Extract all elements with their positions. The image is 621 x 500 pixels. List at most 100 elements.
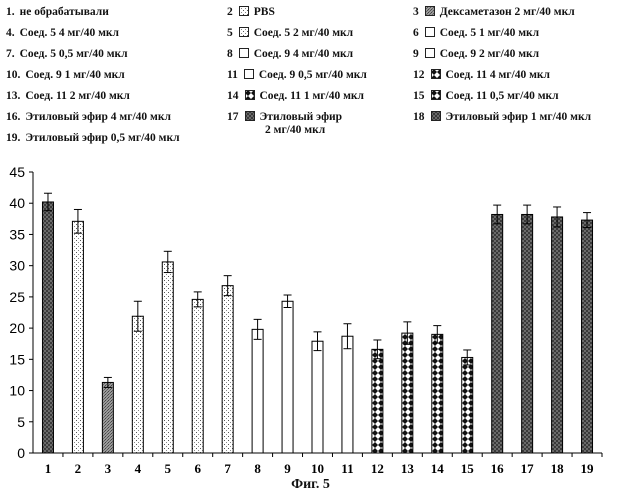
- legend: 1.не обрабатывали 2 PBS 3 Дексаметазон 2 мг/…: [0, 0, 621, 160]
- legend-item-label: Соед. 9 0,5 мг/40 мкл: [259, 69, 367, 82]
- bar: [492, 214, 503, 453]
- x-tick-label: 7: [224, 461, 231, 476]
- x-tick-label: 8: [254, 461, 261, 476]
- legend-swatch: [245, 111, 255, 121]
- legend-item-label: Соед. 5 2 мг/40 мкл: [254, 27, 353, 40]
- bar: [402, 333, 413, 453]
- legend-item-number: 6: [413, 27, 419, 40]
- x-tick-label: 16: [491, 461, 505, 476]
- legend-item-label: Этиловый эфир 1 мг/40 мкл: [446, 111, 592, 124]
- bar: [102, 382, 113, 453]
- legend-item: 5 Соед. 5 2 мг/40 мкл: [227, 27, 353, 40]
- legend-item-number: 17: [227, 111, 239, 124]
- legend-item-number: 18: [413, 111, 425, 124]
- legend-item: 3 Дексаметазон 2 мг/40 мкл: [413, 6, 575, 19]
- legend-swatch: [245, 90, 255, 100]
- legend-item-number: 5: [227, 27, 233, 40]
- legend-swatch: [239, 6, 249, 16]
- legend-item: 7. Соед. 5 0,5 мг/40 мкл: [6, 48, 128, 61]
- x-tick-label: 4: [135, 461, 142, 476]
- legend-item-number: 3: [413, 6, 419, 19]
- x-tick-label: 1: [45, 461, 52, 476]
- legend-item-number: 14: [227, 90, 239, 103]
- y-tick-label: 20: [9, 320, 25, 336]
- bar: [162, 262, 173, 453]
- legend-item-label: Этиловый эфир 0,5 мг/40 мкл: [25, 132, 179, 145]
- legend-swatch: [425, 6, 435, 16]
- legend-item-number: 19.: [6, 132, 20, 145]
- legend-swatch: [431, 111, 441, 121]
- legend-item-label: Соед. 9 2 мг/40 мкл: [440, 48, 539, 61]
- legend-swatch: [244, 69, 254, 79]
- y-tick-label: 0: [17, 445, 25, 461]
- legend-item: 12 Соед. 11 4 мг/40 мкл: [413, 69, 550, 82]
- x-tick-label: 12: [371, 461, 384, 476]
- legend-item-label: Соед. 5 0,5 мг/40 мкл: [20, 48, 128, 61]
- x-tick-label: 17: [521, 461, 535, 476]
- x-tick-label: 11: [341, 461, 353, 476]
- legend-item-label: Соед. 11 0,5 мг/40 мкл: [446, 90, 559, 103]
- bar: [432, 334, 443, 453]
- legend-item-label: Дексаметазон 2 мг/40 мкл: [440, 6, 575, 19]
- bar: [192, 299, 203, 453]
- y-tick-label: 5: [17, 414, 25, 430]
- legend-item-number: 9: [413, 48, 419, 61]
- bar: [42, 202, 53, 453]
- legend-item: 19. Этиловый эфир 0,5 мг/40 мкл: [6, 132, 180, 145]
- bar: [582, 220, 593, 453]
- legend-item: 6 Соед. 5 1 мг/40 мкл: [413, 27, 539, 40]
- y-tick-label: 45: [9, 164, 25, 180]
- figure-caption: Фиг. 5: [0, 477, 621, 493]
- bar: [132, 316, 143, 453]
- legend-item-label: Соед. 11 4 мг/40 мкл: [446, 69, 550, 82]
- legend-item-number: 13.: [6, 90, 20, 103]
- legend-item: 10.Соед. 9 1 мг/40 мкл: [6, 69, 125, 82]
- legend-item-number: 11: [227, 69, 238, 82]
- legend-item: 17 Этиловый эфир2 мг/40 мкл: [227, 111, 342, 137]
- legend-item-number: 7.: [6, 48, 15, 61]
- x-tick-label: 15: [461, 461, 475, 476]
- legend-swatch: [425, 27, 435, 37]
- x-tick-label: 3: [105, 461, 112, 476]
- legend-item-label: Соед. 5 1 мг/40 мкл: [440, 27, 539, 40]
- legend-item-label: Соед. 9 4 мг/40 мкл: [254, 48, 353, 61]
- legend-item-number: 2: [227, 6, 233, 19]
- legend-item: 18 Этиловый эфир 1 мг/40 мкл: [413, 111, 591, 124]
- legend-item-label: Соед. 11 1 мг/40 мкл: [260, 90, 364, 103]
- legend-item-label: PBS: [254, 6, 275, 19]
- legend-item: 1.не обрабатывали: [6, 6, 109, 19]
- y-tick-label: 15: [9, 351, 25, 367]
- x-tick-label: 6: [194, 461, 201, 476]
- bar: [222, 286, 233, 453]
- legend-item: 4.Соед. 5 4 мг/40 мкл: [6, 27, 119, 40]
- legend-item-label: Этиловый эфир: [260, 111, 343, 124]
- legend-item: 16.Этиловый эфир 4 мг/40 мкл: [6, 111, 171, 124]
- y-tick-label: 25: [9, 289, 25, 305]
- bar-chart: 0510152025303540451234567891011121314151…: [0, 160, 621, 478]
- legend-item-number: 15: [413, 90, 425, 103]
- x-tick-label: 10: [311, 461, 324, 476]
- y-tick-label: 30: [9, 258, 25, 274]
- x-tick-label: 14: [431, 461, 445, 476]
- legend-item: 13. Соед. 11 2 мг/40 мкл: [6, 90, 130, 103]
- legend-item: 8Соед. 9 4 мг/40 мкл: [227, 48, 353, 61]
- legend-item-label: Соед. 5 4 мг/40 мкл: [20, 27, 119, 40]
- y-tick-label: 10: [9, 383, 25, 399]
- legend-swatch: [431, 90, 441, 100]
- legend-item-label: Соед. 11 2 мг/40 мкл: [25, 90, 129, 103]
- legend-item-number: 12: [413, 69, 425, 82]
- legend-item: 11 Соед. 9 0,5 мг/40 мкл: [227, 69, 367, 82]
- bar: [342, 336, 353, 453]
- legend-swatch: [239, 48, 249, 58]
- x-tick-label: 5: [165, 461, 172, 476]
- y-tick-label: 40: [9, 195, 25, 211]
- y-tick-label: 35: [9, 226, 25, 242]
- legend-item-number: 16.: [6, 111, 20, 124]
- legend-item: 14 Соед. 11 1 мг/40 мкл: [227, 90, 364, 103]
- x-tick-label: 2: [75, 461, 82, 476]
- x-tick-label: 19: [581, 461, 595, 476]
- legend-item-label-cont: 2 мг/40 мкл: [227, 124, 342, 137]
- legend-item-label: Соед. 9 1 мг/40 мкл: [25, 69, 124, 82]
- bar: [462, 357, 473, 453]
- legend-item: 2 PBS: [227, 6, 275, 19]
